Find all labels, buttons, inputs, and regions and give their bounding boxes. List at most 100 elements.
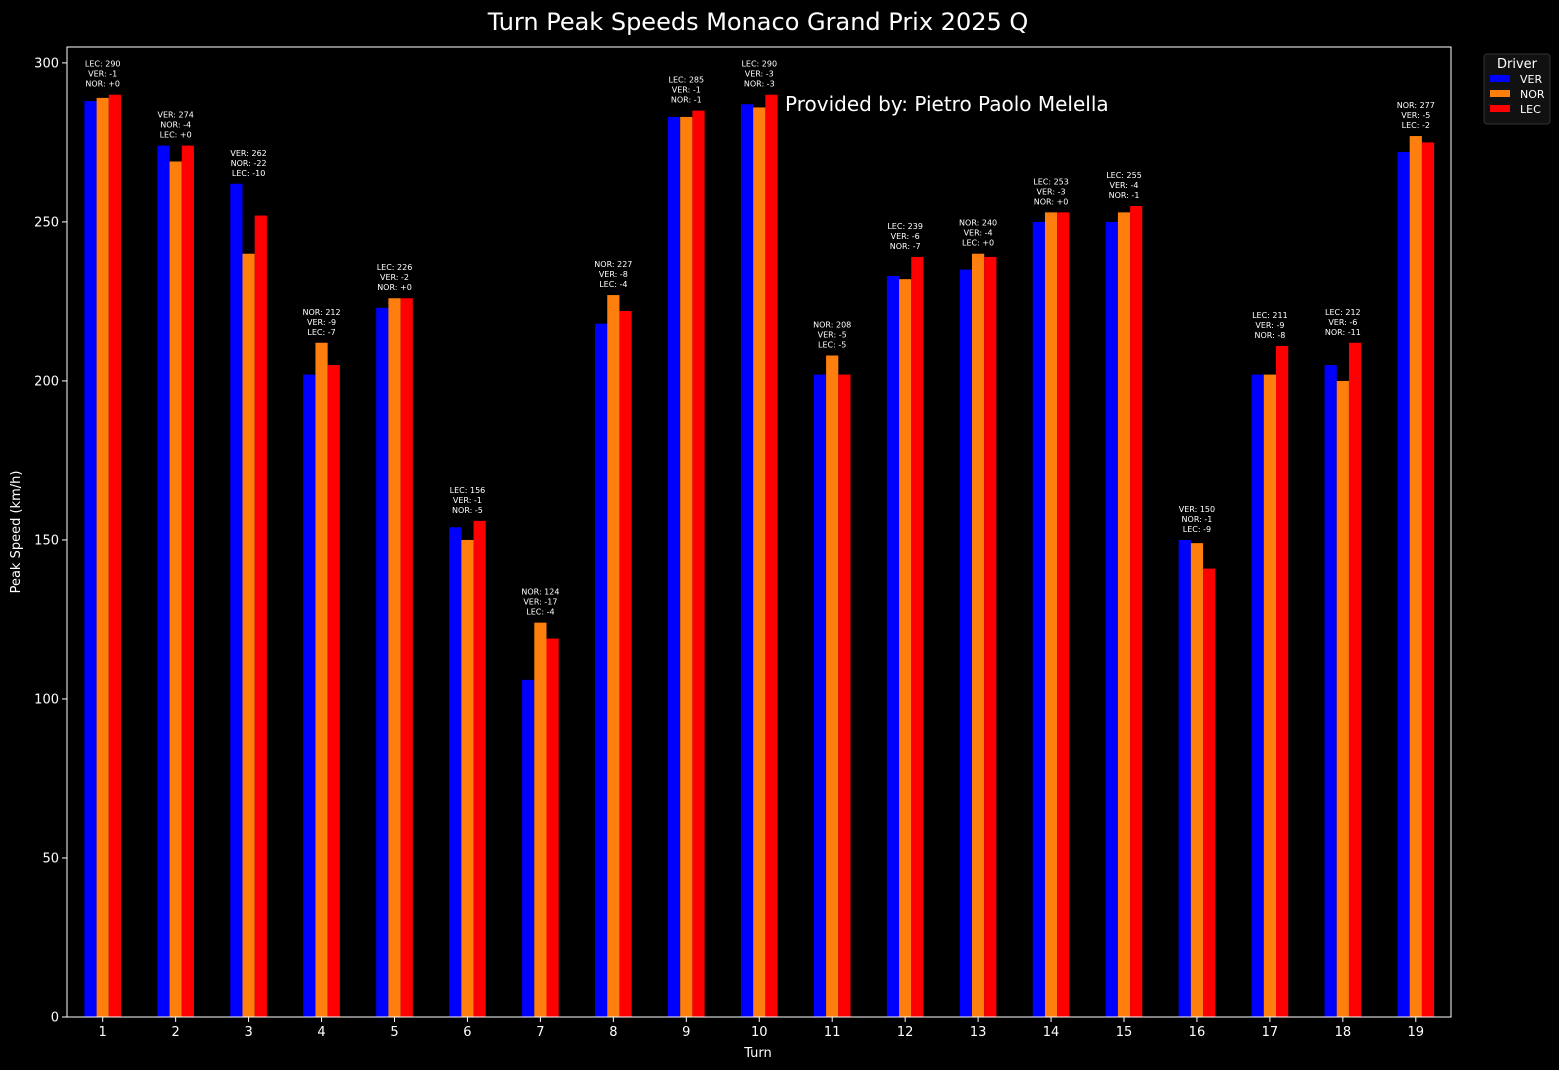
y-tick-label: 250 xyxy=(34,215,59,230)
bar-lec-turn-6 xyxy=(473,520,486,1017)
bar-nor-turn-1 xyxy=(96,97,109,1017)
x-tick-label: 9 xyxy=(682,1025,690,1040)
x-axis-label: Turn xyxy=(743,1046,772,1061)
plot-frame xyxy=(66,46,1452,1018)
data-label-turn-3: LEC: -10 xyxy=(232,169,265,178)
bar-nor-turn-5 xyxy=(388,298,401,1017)
bar-lec-turn-14 xyxy=(1057,212,1070,1017)
x-tick-label: 1 xyxy=(99,1025,107,1040)
x-tick-label: 15 xyxy=(1116,1025,1133,1040)
bar-nor-turn-17 xyxy=(1263,374,1276,1018)
data-label-turn-13: NOR: 240 xyxy=(959,219,997,228)
data-label-turn-1: LEC: 290 xyxy=(85,60,121,69)
bar-nor-turn-11 xyxy=(826,355,839,1017)
bar-nor-turn-19 xyxy=(1409,136,1422,1017)
bar-lec-turn-13 xyxy=(984,256,997,1018)
bar-lec-turn-12 xyxy=(911,256,924,1018)
data-label-turn-14: VER: -3 xyxy=(1037,187,1066,196)
bar-nor-turn-13 xyxy=(972,253,985,1017)
data-label-turn-16: LEC: -9 xyxy=(1183,525,1211,534)
bar-nor-turn-12 xyxy=(899,279,912,1017)
bar-lec-turn-10 xyxy=(765,94,778,1018)
y-tick-label: 100 xyxy=(34,692,59,707)
bar-nor-turn-9 xyxy=(680,116,693,1017)
bar-ver-turn-3 xyxy=(230,183,243,1018)
y-axis-label: Peak Speed (km/h) xyxy=(9,471,24,594)
bar-lec-turn-3 xyxy=(254,215,267,1017)
bar-lec-turn-5 xyxy=(400,298,413,1017)
data-label-turn-3: NOR: -22 xyxy=(231,159,267,168)
legend-swatch-ver xyxy=(1490,75,1510,82)
data-label-turn-18: LEC: 212 xyxy=(1325,308,1361,317)
bar-nor-turn-3 xyxy=(242,253,255,1017)
chart-title: Turn Peak Speeds Monaco Grand Prix 2025 … xyxy=(487,8,1029,36)
x-tick-label: 11 xyxy=(824,1025,841,1040)
y-tick-label: 0 xyxy=(51,1011,59,1026)
bar-nor-turn-15 xyxy=(1117,212,1131,1017)
data-label-turn-18: NOR: -11 xyxy=(1325,328,1361,337)
data-label-turn-6: LEC: 156 xyxy=(450,486,486,495)
bar-ver-turn-16 xyxy=(1178,539,1191,1017)
data-label-turn-13: LEC: +0 xyxy=(962,239,994,248)
data-label-turn-1: VER: -1 xyxy=(88,70,117,79)
bar-ver-turn-5 xyxy=(376,307,389,1018)
data-label-turn-6: VER: -1 xyxy=(453,496,482,505)
bar-ver-turn-8 xyxy=(595,323,608,1017)
bar-ver-turn-19 xyxy=(1397,151,1410,1018)
data-label-turn-15: NOR: -1 xyxy=(1109,191,1140,200)
bar-lec-turn-8 xyxy=(619,310,632,1017)
data-label-turn-6: NOR: -5 xyxy=(452,506,483,515)
bar-lec-turn-15 xyxy=(1130,206,1143,1018)
data-label-turn-14: LEC: 253 xyxy=(1033,177,1069,186)
bar-nor-turn-16 xyxy=(1190,543,1204,1017)
data-label-turn-8: LEC: -4 xyxy=(599,280,627,289)
legend-swatch-lec xyxy=(1490,105,1510,112)
data-label-turn-4: VER: -9 xyxy=(307,318,336,327)
bar-ver-turn-15 xyxy=(1105,221,1118,1017)
bar-nor-turn-10 xyxy=(753,107,766,1018)
x-tick-label: 4 xyxy=(317,1025,325,1040)
bar-nor-turn-8 xyxy=(607,295,620,1018)
data-label-turn-14: NOR: +0 xyxy=(1034,197,1069,206)
bar-nor-turn-4 xyxy=(315,342,328,1017)
data-label-turn-11: LEC: -5 xyxy=(818,340,846,349)
data-label-turn-4: LEC: -7 xyxy=(307,328,335,337)
bar-lec-turn-2 xyxy=(181,145,194,1018)
data-label-turn-7: LEC: -4 xyxy=(526,608,554,617)
x-tick-label: 5 xyxy=(390,1025,398,1040)
bar-ver-turn-6 xyxy=(449,527,462,1017)
bar-lec-turn-11 xyxy=(838,374,851,1018)
data-label-turn-8: VER: -8 xyxy=(599,270,628,279)
data-label-turn-18: VER: -6 xyxy=(1328,318,1357,327)
data-label-turn-2: LEC: +0 xyxy=(160,131,192,140)
bar-ver-turn-4 xyxy=(303,374,316,1018)
data-label-turn-7: NOR: 124 xyxy=(521,588,559,597)
data-label-turn-17: NOR: -8 xyxy=(1254,331,1285,340)
bar-ver-turn-1 xyxy=(84,101,97,1018)
bar-nor-turn-14 xyxy=(1044,212,1058,1017)
data-label-turn-19: NOR: 277 xyxy=(1397,101,1435,110)
bar-lec-turn-4 xyxy=(327,365,340,1017)
x-tick-label: 13 xyxy=(970,1025,987,1040)
data-label-turn-9: LEC: 285 xyxy=(668,76,704,85)
data-label-turn-16: VER: 150 xyxy=(1179,505,1215,514)
y-tick-label: 150 xyxy=(34,533,59,548)
data-label-turn-12: LEC: 239 xyxy=(887,222,923,231)
data-label-turn-15: LEC: 255 xyxy=(1106,171,1142,180)
data-label-turn-2: VER: 274 xyxy=(157,111,193,120)
y-tick-label: 200 xyxy=(34,374,59,389)
data-label-turn-16: NOR: -1 xyxy=(1182,515,1213,524)
data-label-turn-19: LEC: -2 xyxy=(1402,121,1430,130)
data-label-turn-13: VER: -4 xyxy=(964,229,993,238)
bar-ver-turn-12 xyxy=(886,275,900,1017)
bar-ver-turn-14 xyxy=(1032,221,1045,1017)
bar-nor-turn-6 xyxy=(461,539,474,1017)
bar-ver-turn-10 xyxy=(740,104,754,1017)
data-label-turn-2: NOR: -4 xyxy=(160,121,191,130)
y-tick-label: 50 xyxy=(42,851,59,866)
data-label-turn-15: VER: -4 xyxy=(1109,181,1138,190)
x-tick-label: 10 xyxy=(751,1025,768,1040)
bar-ver-turn-9 xyxy=(668,116,681,1017)
data-label-turn-17: LEC: 211 xyxy=(1252,311,1288,320)
